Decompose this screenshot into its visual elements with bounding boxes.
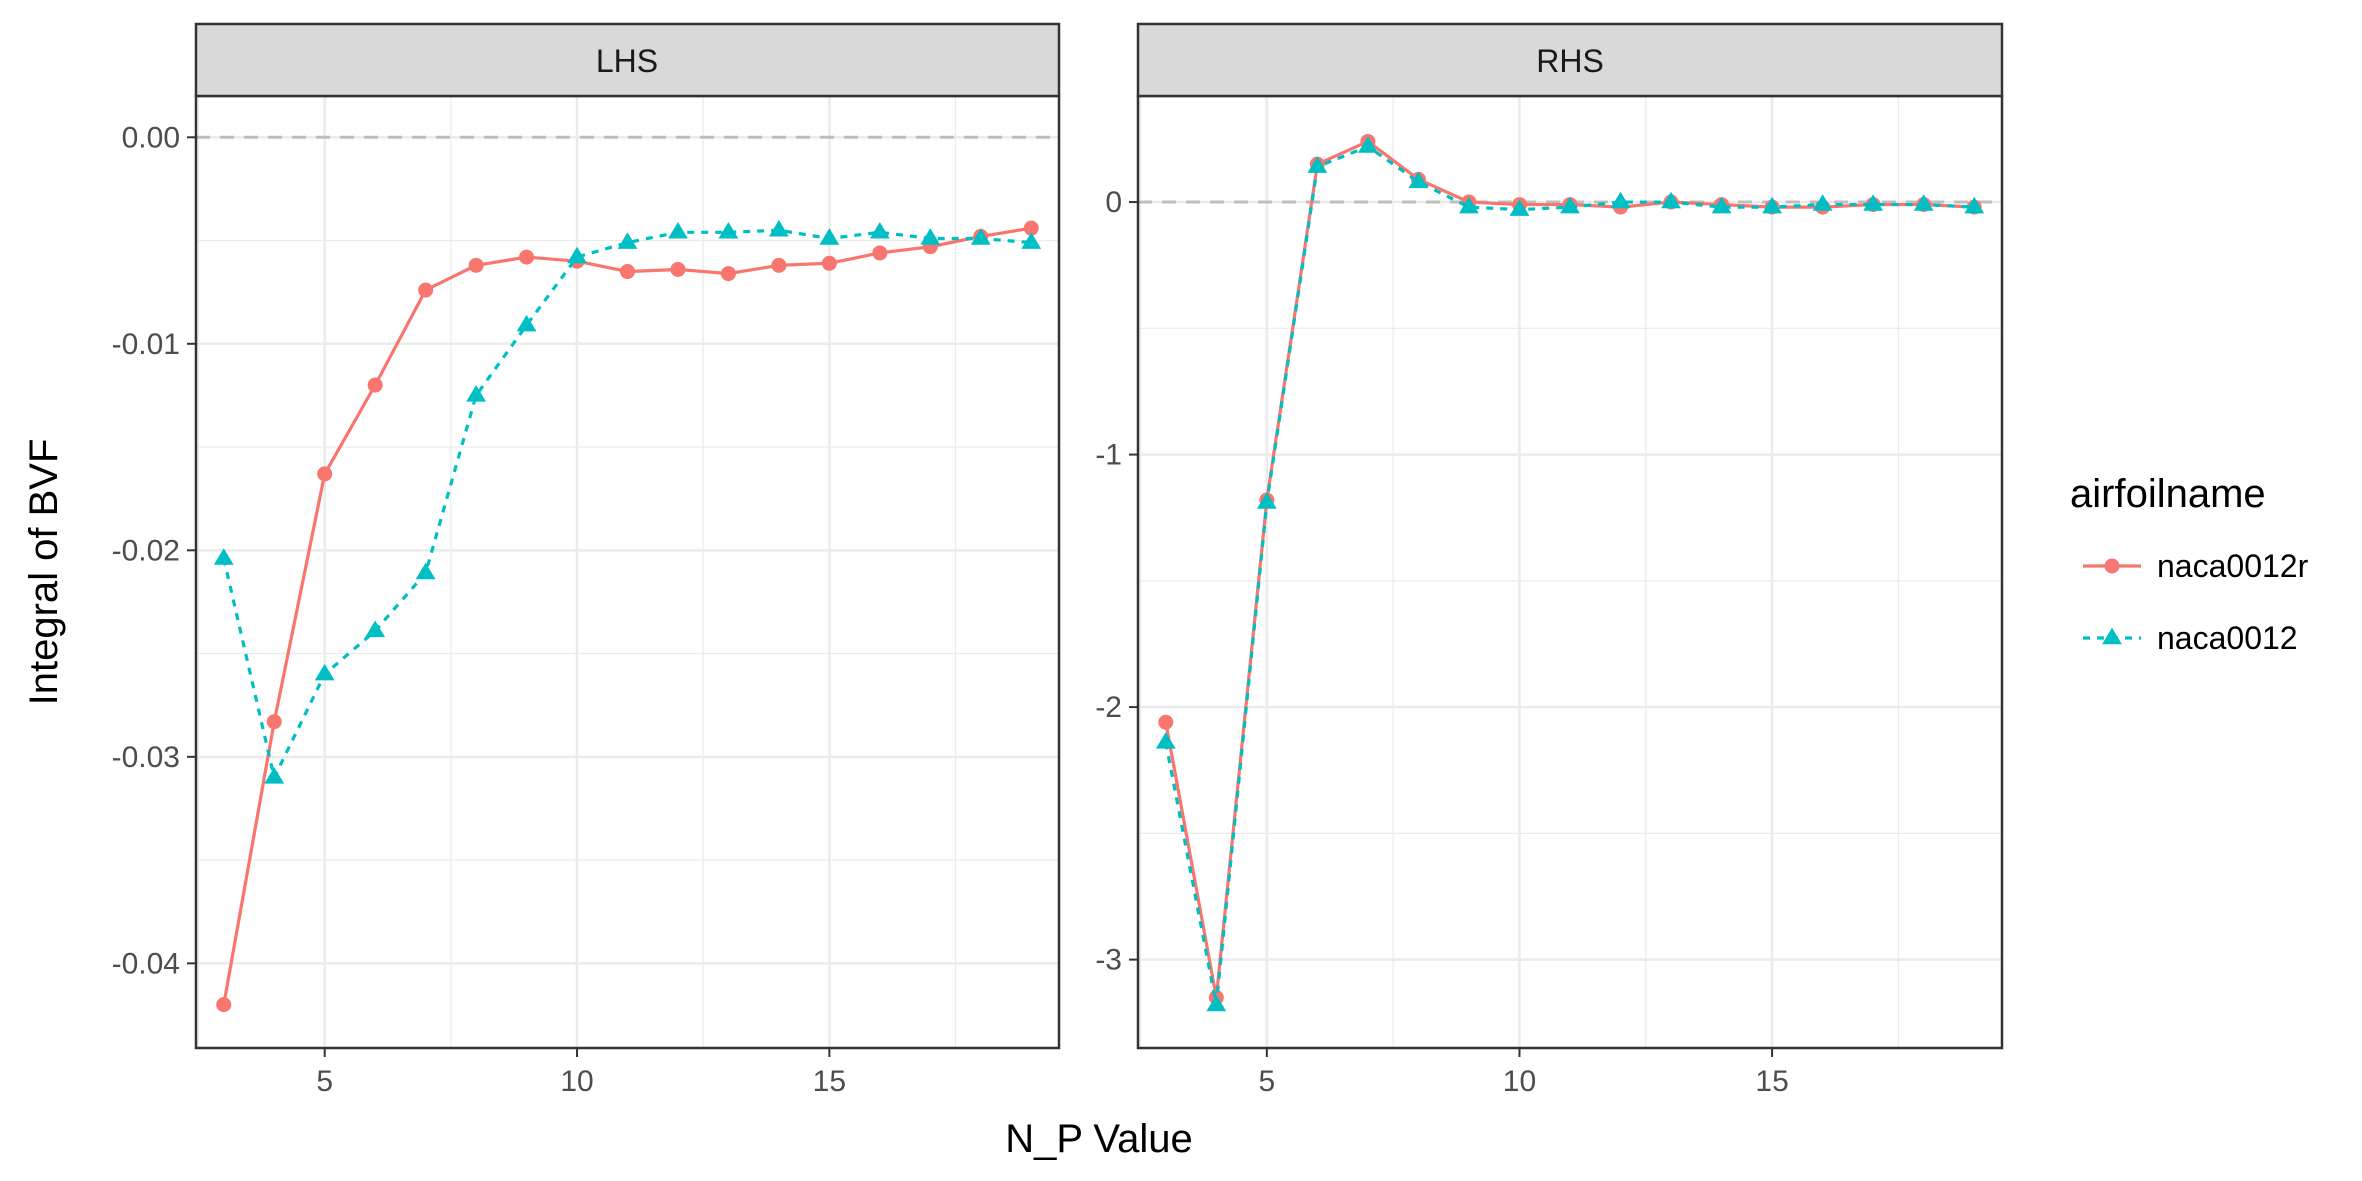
rhs-x-tick-label: 10 bbox=[1503, 1065, 1536, 1098]
lhs-x-axis: 5 10 15 bbox=[316, 1048, 846, 1098]
rhs-series-line-naca0012 bbox=[1164, 144, 1975, 1007]
rhs-point-naca0012 bbox=[1964, 196, 1985, 214]
lhs-point-naca0012 bbox=[466, 385, 486, 402]
lhs-point-naca0012 bbox=[819, 228, 840, 245]
rhs-point-naca0012 bbox=[1661, 191, 1681, 209]
lhs-series-line-naca0012 bbox=[222, 228, 1032, 780]
lhs-x-tick-label: 15 bbox=[813, 1065, 846, 1098]
lhs-y-tick-label: -0.04 bbox=[112, 947, 180, 980]
lhs-point-naca0012 bbox=[213, 548, 234, 565]
lhs-point-naca0012r bbox=[771, 257, 787, 273]
rhs-point-naca0012 bbox=[1206, 994, 1227, 1012]
rhs-point-naca0012 bbox=[1408, 171, 1429, 189]
rhs-point-naca0012r bbox=[1158, 714, 1174, 730]
rhs-point-naca0012 bbox=[1863, 194, 1884, 211]
rhs-point-naca0012 bbox=[1913, 194, 1934, 211]
rhs-strip-label: RHS bbox=[1536, 43, 1604, 79]
rhs-point-naca0012 bbox=[1459, 196, 1479, 214]
rhs-x-tick-label: 15 bbox=[1755, 1065, 1788, 1098]
legend-key-marker bbox=[2102, 627, 2122, 645]
lhs-point-naca0012r bbox=[468, 257, 484, 273]
lhs-point-naca0012 bbox=[970, 228, 991, 245]
rhs-point-naca0012 bbox=[1560, 196, 1580, 214]
rhs-point-naca0012 bbox=[1307, 156, 1328, 173]
lhs-point-naca0012r bbox=[266, 714, 282, 730]
panel-rhs: RHS 5 10 15 0 -1 -2 -3 bbox=[1095, 22, 2004, 1098]
lhs-y-tick-label: -0.02 bbox=[112, 534, 180, 567]
lhs-point-naca0012 bbox=[415, 562, 436, 580]
lhs-point-naca0012 bbox=[718, 221, 739, 239]
lhs-y-tick-label: -0.03 bbox=[112, 741, 180, 774]
lhs-point-naca0012r bbox=[1023, 220, 1039, 236]
lhs-point-naca0012r bbox=[821, 255, 837, 271]
lhs-series-layer bbox=[213, 219, 1042, 1013]
lhs-point-naca0012r bbox=[367, 377, 383, 393]
lhs-point-naca0012 bbox=[869, 221, 890, 239]
rhs-x-tick-label: 5 bbox=[1258, 1065, 1275, 1098]
rhs-strip bbox=[1136, 22, 2004, 98]
lhs-major-grid bbox=[196, 96, 1059, 1048]
legend-entry-naca0012: naca0012 bbox=[2083, 620, 2298, 656]
lhs-y-tick-label: 0.00 bbox=[122, 121, 180, 154]
rhs-point-naca0012 bbox=[1357, 136, 1378, 153]
lhs-point-naca0012r bbox=[670, 261, 686, 277]
lhs-point-naca0012 bbox=[617, 232, 638, 249]
rhs-y-tick-label: 0 bbox=[1105, 186, 1122, 219]
lhs-point-naca0012r bbox=[216, 997, 232, 1013]
lhs-strip bbox=[194, 22, 1061, 98]
legend-key-marker bbox=[2104, 558, 2120, 574]
x-axis-title: N_P Value bbox=[1005, 1117, 1193, 1161]
lhs-point-naca0012r bbox=[620, 264, 635, 280]
rhs-point-naca0012 bbox=[1812, 194, 1833, 211]
legend-label: naca0012 bbox=[2157, 620, 2298, 656]
rhs-point-naca0012 bbox=[1509, 199, 1530, 216]
lhs-point-naca0012 bbox=[264, 767, 285, 784]
rhs-point-naca0012 bbox=[1256, 492, 1277, 509]
rhs-y-axis: 0 -1 -2 -3 bbox=[1095, 186, 1138, 977]
lhs-point-naca0012r bbox=[418, 282, 434, 298]
lhs-point-naca0012 bbox=[314, 663, 335, 681]
rhs-y-tick-label: -2 bbox=[1095, 691, 1122, 724]
legend-label: naca0012r bbox=[2157, 548, 2309, 584]
rhs-minor-grid bbox=[1138, 96, 2002, 1048]
panel-lhs: LHS 5 10 15 0.00 -0.01 -0.02 -0.03 -0.04 bbox=[112, 22, 1061, 1098]
lhs-point-naca0012 bbox=[668, 221, 688, 239]
rhs-x-axis: 5 10 15 bbox=[1258, 1048, 1789, 1098]
legend: airfoilname naca0012r naca0012 bbox=[2070, 472, 2309, 656]
lhs-point-naca0012 bbox=[567, 246, 587, 264]
lhs-y-axis: 0.00 -0.01 -0.02 -0.03 -0.04 bbox=[112, 121, 196, 980]
lhs-y-tick-label: -0.01 bbox=[112, 328, 180, 361]
rhs-y-tick-label: -3 bbox=[1095, 944, 1122, 977]
rhs-series-layer bbox=[1155, 133, 1985, 1012]
lhs-point-naca0012r bbox=[720, 266, 736, 282]
y-axis-title: Integral of BVF bbox=[22, 439, 66, 706]
rhs-point-naca0012 bbox=[1711, 196, 1732, 214]
lhs-point-naca0012r bbox=[872, 245, 888, 261]
legend-entry-naca0012r: naca0012r bbox=[2083, 548, 2309, 584]
lhs-x-tick-label: 5 bbox=[316, 1065, 333, 1098]
lhs-point-naca0012r bbox=[519, 249, 535, 265]
rhs-point-naca0012 bbox=[1155, 732, 1176, 749]
lhs-x-tick-label: 10 bbox=[560, 1065, 593, 1098]
legend-title: airfoilname bbox=[2070, 472, 2266, 516]
lhs-point-naca0012 bbox=[920, 228, 941, 245]
lhs-strip-label: LHS bbox=[596, 43, 658, 79]
rhs-point-naca0012 bbox=[1610, 191, 1631, 209]
lhs-point-naca0012 bbox=[365, 620, 386, 638]
rhs-y-tick-label: -1 bbox=[1095, 439, 1122, 472]
lhs-point-naca0012r bbox=[317, 466, 333, 482]
rhs-point-naca0012 bbox=[1762, 196, 1783, 214]
lhs-point-naca0012 bbox=[516, 314, 537, 332]
lhs-point-naca0012 bbox=[1021, 232, 1042, 249]
legend-entries: naca0012r naca0012 bbox=[2083, 548, 2309, 656]
lhs-point-naca0012 bbox=[769, 219, 789, 237]
